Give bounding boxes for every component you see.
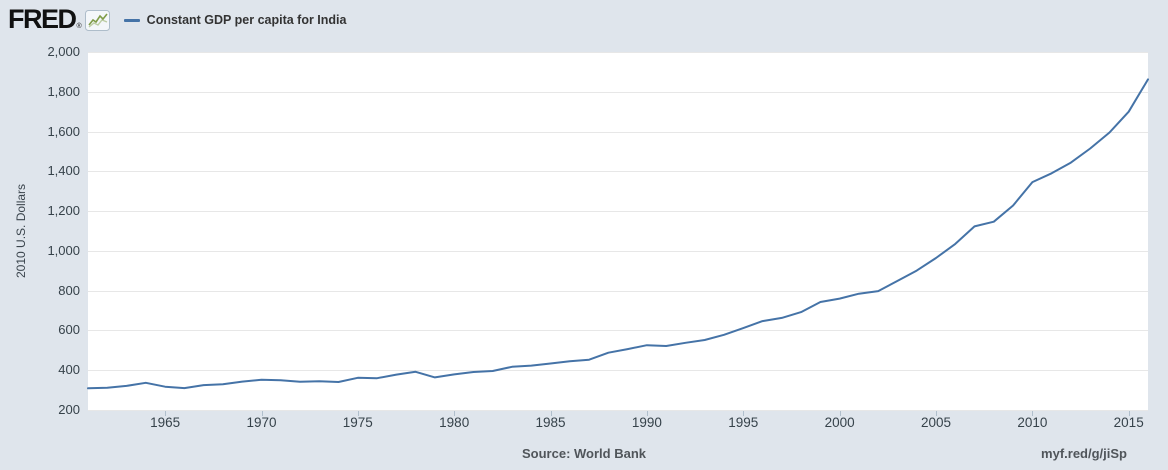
series-svg [87, 78, 1149, 390]
y-axis-labels: 200 400 600 800 1,000 1,200 1,400 1,600 1,800 2,0… [0, 0, 84, 470]
legend-label: Constant GDP per capita for India [146, 13, 347, 27]
y-axis-tick-label: 800 [58, 282, 80, 298]
x-axis-tick-label: 1975 [342, 415, 373, 430]
y-axis-tick-label: 1,000 [47, 242, 80, 258]
fred-logo: FRED [8, 4, 77, 34]
registered-mark: ® [76, 23, 82, 30]
x-axis-tick-mark [936, 411, 937, 416]
h-gridline [88, 250, 1148, 252]
source-label: Source: World Bank [521, 446, 647, 461]
x-axis-tick-mark [743, 411, 745, 416]
x-axis-tick-mark [839, 411, 841, 416]
x-axis-tick-mark [1128, 411, 1130, 416]
h-gridline [88, 290, 1148, 292]
fred-sparkline-icon [84, 9, 110, 31]
x-axis-tick-label: 1965 [150, 415, 181, 430]
short-url-link[interactable]: myf.red/g/jiSp [1041, 446, 1127, 461]
h-gridline [88, 131, 1148, 133]
gdp-line-series [87, 78, 1149, 390]
h-gridline [88, 91, 1148, 93]
h-gridline [88, 410, 1148, 411]
x-axis-tick-mark [454, 411, 456, 416]
y-axis-tick-label: 1,400 [47, 163, 80, 179]
legend-dash [123, 18, 140, 22]
h-gridline [88, 330, 1148, 332]
y-axis-tick-label: 600 [58, 322, 80, 338]
x-axis-tick-label: 1990 [631, 415, 662, 430]
x-axis-tick-label: 1995 [728, 415, 759, 430]
y-axis-tick-label: 1,200 [47, 203, 80, 219]
x-axis-tick-mark [261, 411, 263, 416]
h-gridline [88, 52, 1148, 53]
x-axis-tick-label: 2005 [920, 415, 952, 430]
y-axis-tick-label: 2,000 [47, 44, 80, 59]
chart-header: FRED ® Constant GDP per capita for India [8, 4, 346, 34]
h-gridline [88, 370, 1148, 372]
y-axis-tick-label: 400 [58, 362, 80, 378]
x-axis-tick-label: 2010 [1017, 415, 1048, 430]
x-axis-tick-label: 1985 [535, 415, 566, 430]
y-axis-tick-label: 1,800 [47, 83, 80, 99]
x-axis-tick-mark [357, 411, 359, 416]
h-gridline [88, 171, 1148, 173]
x-axis-tick-label: 1980 [439, 415, 470, 430]
plot-area [87, 52, 1149, 411]
x-axis-tick-mark [1032, 411, 1034, 416]
y-axis-tick-label: 200 [58, 402, 80, 417]
legend: Constant GDP per capita for India [123, 13, 347, 27]
h-gridline [88, 211, 1148, 213]
x-axis-tick-mark [646, 411, 648, 416]
x-axis-tick-mark [550, 411, 552, 416]
x-axis-tick-label: 1970 [246, 415, 277, 430]
x-axis-tick-mark [165, 411, 167, 416]
x-axis-tick-label: 2000 [824, 415, 855, 430]
x-axis-tick-label: 2015 [1113, 415, 1144, 430]
y-axis-tick-label: 1,600 [47, 123, 80, 139]
